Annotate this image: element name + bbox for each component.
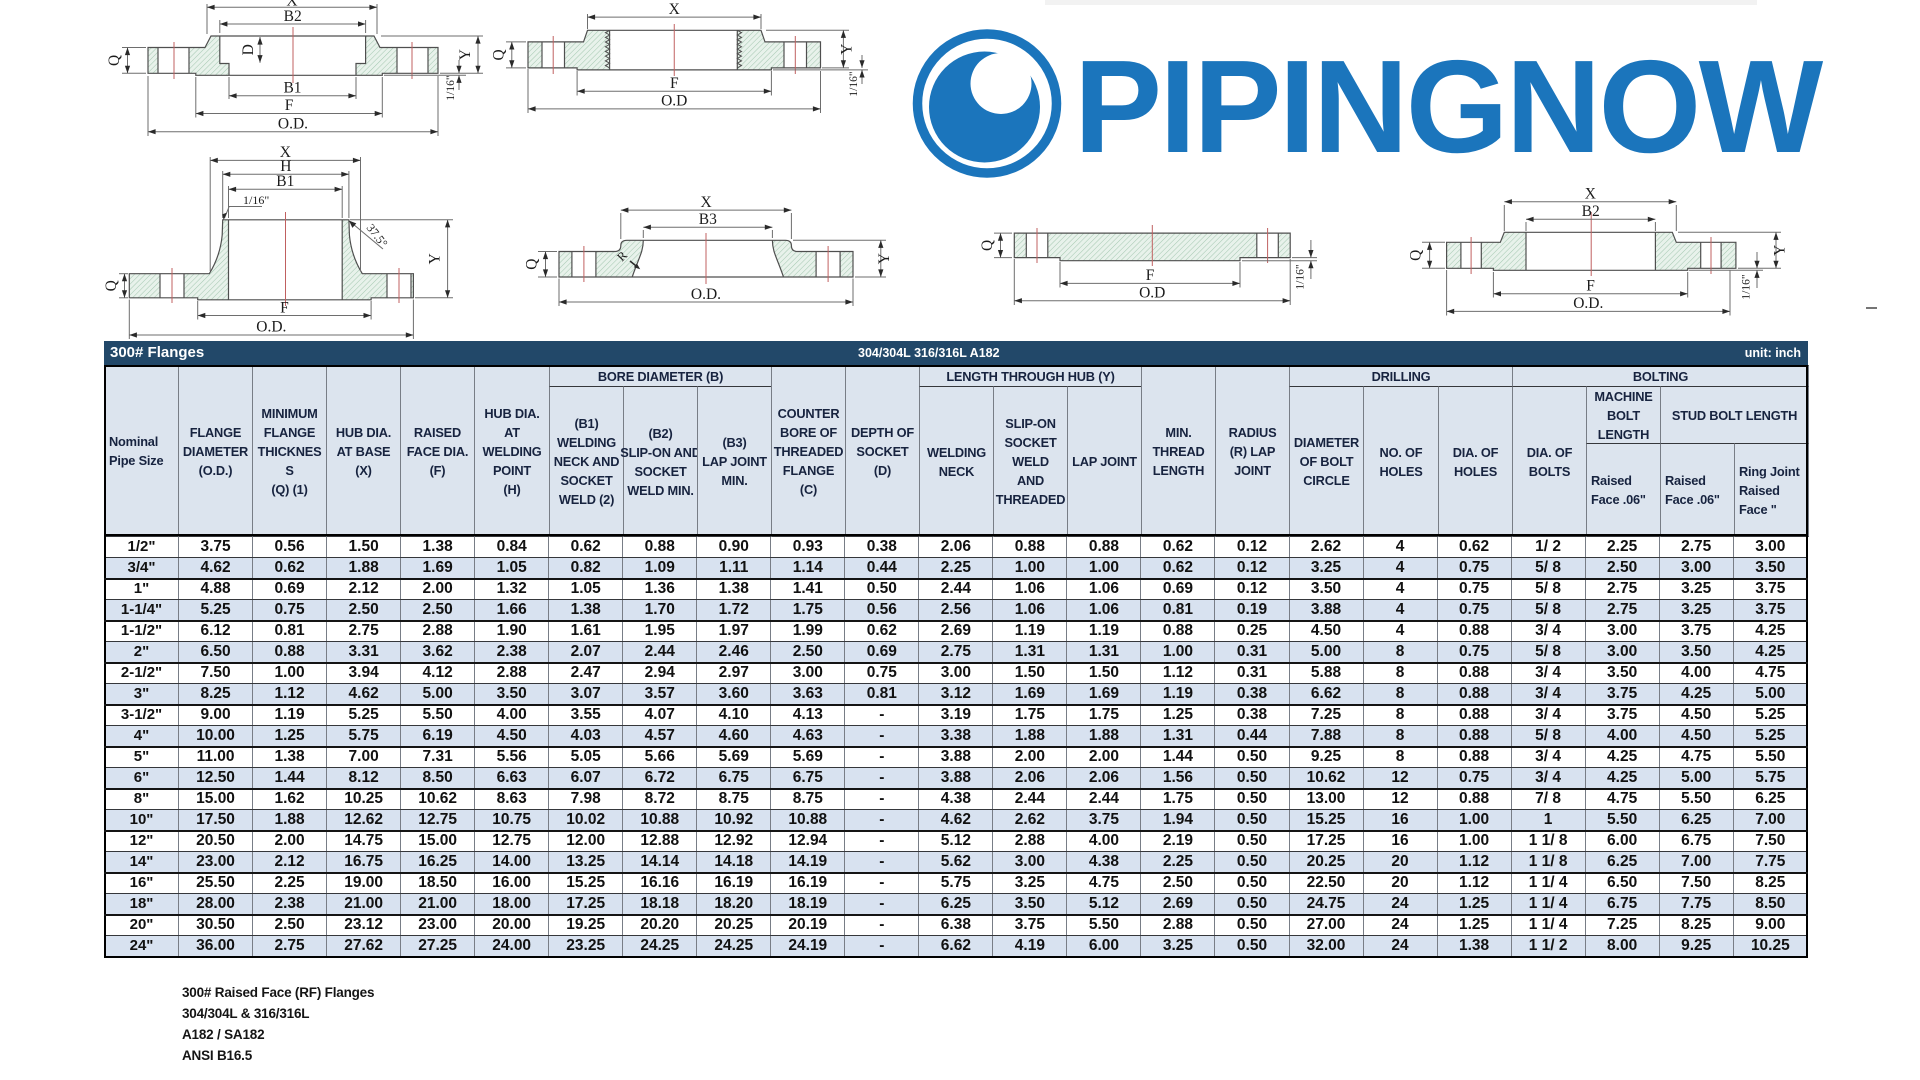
- svg-text:O.D.: O.D.: [278, 115, 308, 132]
- svg-text:X: X: [280, 144, 291, 161]
- svg-text:Y: Y: [876, 253, 893, 264]
- svg-text:Q: Q: [103, 280, 120, 291]
- svg-text:F: F: [1146, 267, 1155, 284]
- svg-text:O.D.: O.D.: [691, 286, 721, 303]
- svg-text:B2: B2: [1582, 203, 1600, 220]
- svg-text:B3: B3: [699, 211, 717, 228]
- svg-text:Y: Y: [457, 49, 474, 60]
- svg-text:F: F: [280, 299, 289, 316]
- svg-text:X: X: [1585, 186, 1596, 203]
- svg-text:H: H: [280, 158, 291, 175]
- svg-text:F: F: [285, 97, 294, 114]
- svg-text:O.D: O.D: [661, 93, 687, 110]
- svg-text:X: X: [669, 1, 680, 18]
- svg-text:1/16": 1/16": [243, 193, 269, 207]
- svg-text:B1: B1: [276, 173, 294, 190]
- svg-text:X: X: [700, 194, 711, 211]
- svg-text:O.D.: O.D.: [256, 319, 286, 336]
- svg-text:1/16": 1/16": [445, 75, 457, 100]
- svg-text:1/16": 1/16": [1741, 274, 1753, 299]
- svg-text:X: X: [286, 0, 297, 9]
- svg-text:F: F: [670, 75, 679, 92]
- svg-text:1/16": 1/16": [848, 71, 860, 96]
- svg-text:Q: Q: [979, 240, 996, 251]
- svg-text:D: D: [240, 44, 257, 55]
- svg-text:Q: Q: [524, 259, 541, 270]
- svg-text:1/16": 1/16": [1295, 264, 1307, 289]
- svg-text:37.5°: 37.5°: [364, 221, 391, 250]
- svg-text:O.D.: O.D.: [1573, 295, 1603, 312]
- svg-text:Q: Q: [491, 49, 508, 60]
- svg-text:B2: B2: [284, 8, 302, 25]
- svg-text:Y: Y: [1772, 245, 1789, 256]
- svg-text:O.D: O.D: [1139, 285, 1165, 302]
- svg-text:Y: Y: [427, 253, 444, 264]
- svg-text:F: F: [1586, 278, 1595, 295]
- svg-text:Q: Q: [1408, 250, 1425, 261]
- svg-text:Y: Y: [839, 43, 856, 54]
- svg-text:Q: Q: [106, 55, 123, 66]
- svg-text:B1: B1: [283, 80, 301, 97]
